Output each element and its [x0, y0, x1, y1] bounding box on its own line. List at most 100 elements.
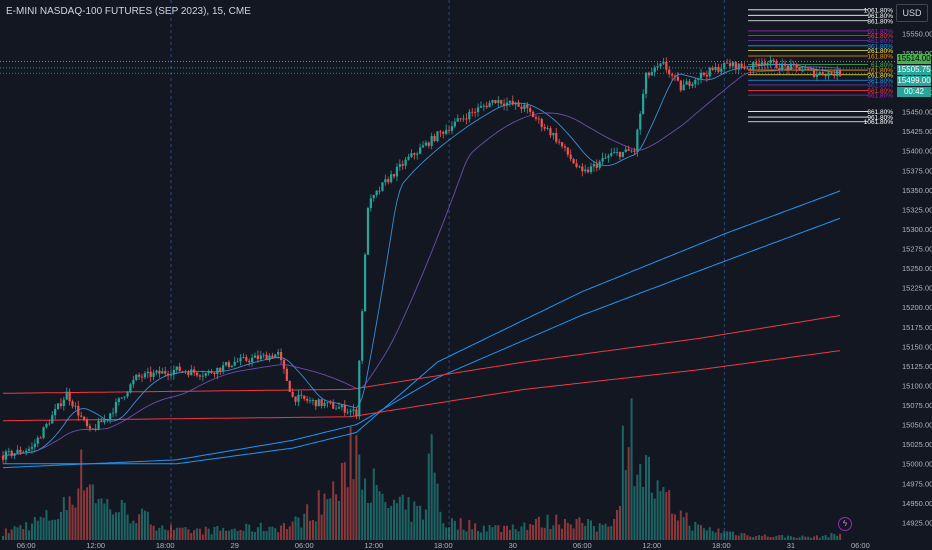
candle-body [210, 370, 213, 373]
candle-body [668, 69, 671, 75]
candle-body [404, 159, 407, 166]
volume-bar [416, 505, 419, 540]
candle-body [22, 451, 25, 453]
candle-body [161, 371, 164, 374]
candle-body [285, 368, 288, 381]
candle-body [410, 153, 413, 157]
volume-bar [16, 527, 19, 540]
candle-body [323, 403, 326, 406]
volume-bar [143, 510, 146, 540]
candle-body [795, 64, 798, 68]
volume-bar [755, 536, 758, 540]
price-tick-label: 14950.00 [902, 499, 932, 508]
volume-bar [659, 491, 662, 540]
volume-bar [772, 537, 775, 540]
candle-body [662, 61, 665, 64]
volume-bar [85, 487, 89, 540]
candle-body [372, 195, 375, 199]
volume-bar [526, 529, 529, 540]
candle-body [508, 100, 511, 103]
candle-body [726, 62, 729, 64]
volume-bar [746, 535, 749, 540]
candle-body [531, 111, 535, 118]
candle-body [169, 374, 173, 376]
volume-bar [781, 534, 784, 540]
candle-body [83, 416, 86, 420]
volume-bar [682, 517, 685, 540]
candle-body [181, 371, 184, 373]
volume-bar [216, 526, 219, 540]
candle-body [19, 449, 22, 453]
candle-body [13, 453, 16, 456]
price-tick-label: 15200.00 [902, 303, 932, 312]
candle-body [786, 65, 790, 70]
candle-body [812, 69, 816, 77]
volume-bar [665, 492, 668, 540]
volume-bar [581, 523, 584, 540]
time-tick-label: 18:00 [156, 541, 175, 550]
candle-body [77, 405, 80, 416]
volume-bar [616, 510, 619, 540]
candle-body [711, 67, 714, 70]
candle-body [494, 100, 497, 103]
candle-body [650, 72, 653, 76]
candle-body [740, 63, 743, 67]
volume-bar [679, 510, 682, 540]
symbol-legend[interactable]: E-MINI NASDAQ-100 FUTURES (SEP 2023), 15… [6, 6, 251, 17]
volume-bar [488, 525, 491, 540]
candle-body [691, 84, 694, 86]
candle-body [117, 398, 120, 402]
volume-bar [404, 509, 407, 540]
candle-body [534, 117, 538, 119]
volume-bar [662, 487, 665, 540]
volume-bar [613, 518, 616, 540]
volume-bar [789, 536, 792, 540]
lightning-icon[interactable]: ϟ [838, 517, 852, 531]
short-moving-average-line [2, 63, 841, 457]
volume-bar [126, 514, 129, 540]
candle-body [42, 427, 45, 438]
candle-body [801, 70, 804, 72]
candle-body [763, 62, 766, 65]
volume-bar [697, 524, 700, 540]
candle-body [552, 133, 555, 136]
candle-body [392, 174, 396, 177]
volume-bar [39, 516, 42, 540]
volume-bar [335, 494, 338, 540]
volume-bar [529, 524, 532, 540]
price-tick-label: 15050.00 [902, 421, 932, 430]
candle-body [818, 72, 821, 75]
candle-body [613, 152, 616, 154]
currency-button[interactable]: USD [896, 4, 928, 22]
volume-bar [575, 519, 578, 540]
price-tick-label: 15275.00 [902, 245, 932, 254]
volume-bar [364, 478, 367, 540]
volume-bar [694, 521, 697, 540]
volume-bar [778, 535, 781, 540]
candle-body [25, 450, 28, 452]
candle-body [462, 118, 465, 120]
volume-bar [164, 529, 167, 540]
candle-body [563, 146, 567, 148]
volume-bar [500, 531, 503, 540]
volume-bar [10, 529, 13, 540]
candle-body [164, 371, 167, 374]
volume-bar [714, 532, 717, 540]
candle-body [642, 93, 645, 114]
volume-bar [33, 517, 36, 540]
candle-body [543, 127, 546, 129]
price-tick-label: 15175.00 [902, 323, 932, 332]
volume-bar [352, 479, 355, 540]
volume-bar [491, 527, 494, 540]
volume-bar [784, 537, 787, 540]
candle-body [195, 372, 199, 376]
candle-body [56, 403, 60, 410]
volume-bar [804, 536, 807, 540]
volume-bar [578, 517, 581, 540]
candle-body [282, 359, 286, 369]
time-tick-label: 12:00 [86, 541, 105, 550]
volume-bar [532, 524, 535, 540]
volume-bar [485, 531, 488, 540]
volume-bar [589, 520, 593, 540]
